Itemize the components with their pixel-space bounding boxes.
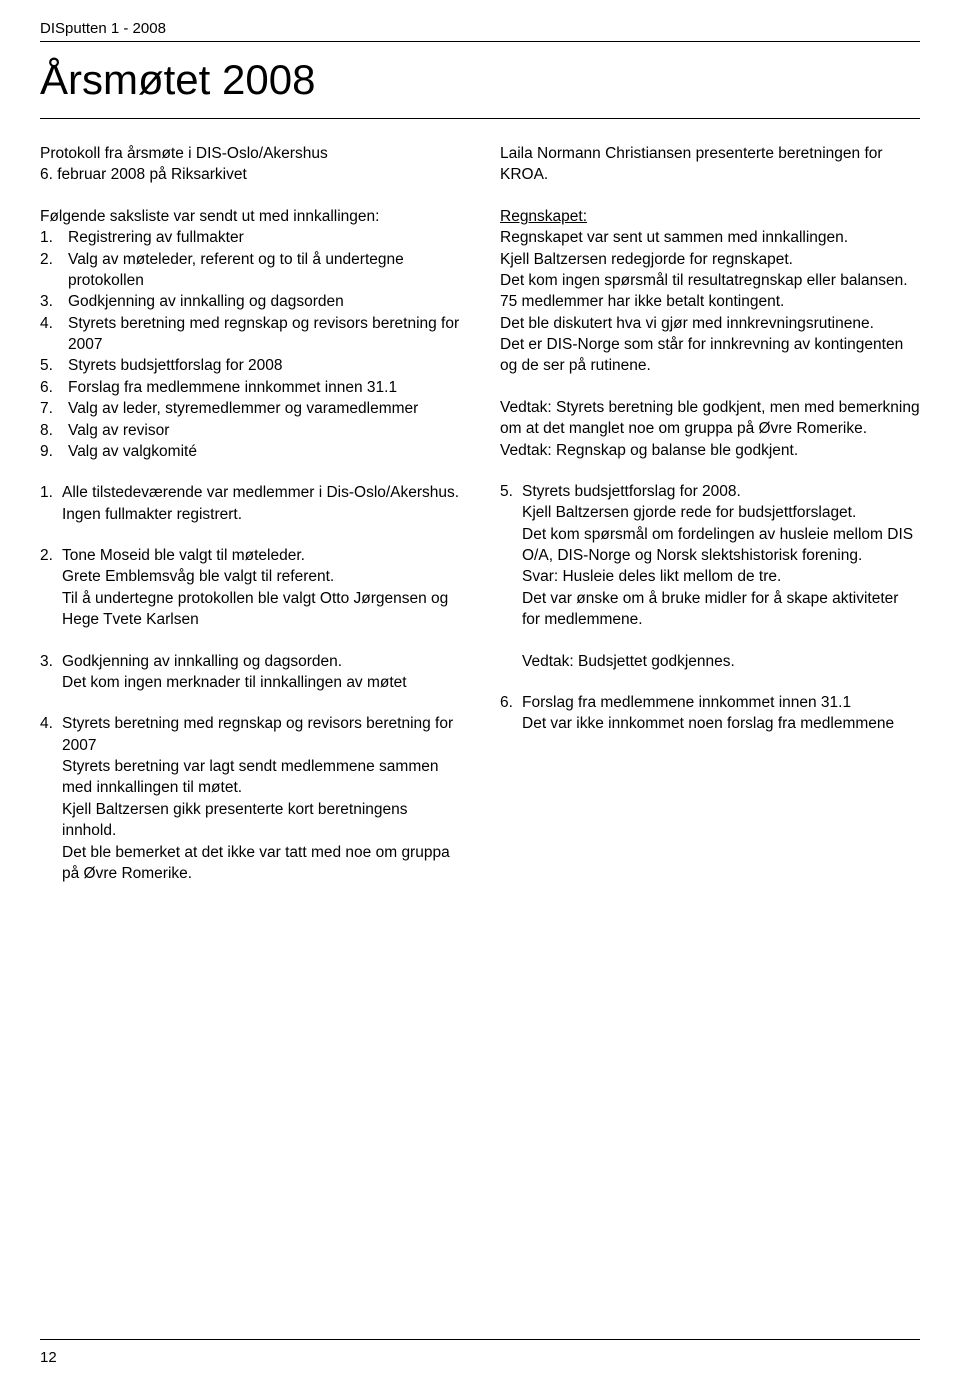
footer-rule [40, 1339, 920, 1340]
item-line: Godkjenning av innkalling og dagsorden. [62, 651, 460, 672]
item-line: Svar: Husleie deles likt mellom de tre. [522, 566, 920, 587]
list-item: 3.Godkjenning av innkalling og dagsorden [68, 291, 460, 312]
item-number: 1. [40, 482, 62, 525]
text-line: Det er DIS-Norge som står for innkrevnin… [500, 334, 920, 377]
text-line: Laila Normann Christiansen presenterte b… [500, 143, 920, 186]
list-item: 6.Forslag fra medlemmene innkommet innen… [68, 377, 460, 398]
list-text: Forslag fra medlemmene innkommet innen 3… [68, 377, 460, 398]
spacer [522, 631, 920, 651]
page-title: Årsmøtet 2008 [40, 56, 920, 104]
saksliste-list: 1.Registrering av fullmakter 2.Valg av m… [40, 227, 460, 462]
regnskapet-block: Regnskapet: Regnskapet var sent ut samme… [500, 206, 920, 377]
protocol-item-6: 6. Forslag fra medlemmene innkommet inne… [500, 692, 920, 735]
list-num: 3. [40, 291, 68, 312]
list-num: 2. [40, 249, 68, 292]
page-number: 12 [40, 1349, 57, 1366]
list-item: 2.Valg av møteleder, referent og to til … [68, 249, 460, 292]
list-item: 4.Styrets beretning med regnskap og revi… [68, 313, 460, 356]
text-line: Det ble diskutert hva vi gjør med innkre… [500, 313, 920, 334]
item-body: Forslag fra medlemmene innkommet innen 3… [522, 692, 920, 735]
list-text: Godkjenning av innkalling og dagsorden [68, 291, 460, 312]
list-text: Valg av leder, styremedlemmer og varamed… [68, 398, 460, 419]
list-num: 7. [40, 398, 68, 419]
item-line: Grete Emblemsvåg ble valgt til referent. [62, 566, 460, 587]
item-line: Forslag fra medlemmene innkommet innen 3… [522, 692, 920, 713]
list-num: 6. [40, 377, 68, 398]
item-body: Godkjenning av innkalling og dagsorden. … [62, 651, 460, 694]
item-line: Det kom ingen merknader til innkallingen… [62, 672, 460, 693]
list-text: Valg av revisor [68, 420, 460, 441]
list-num: 8. [40, 420, 68, 441]
header-issue-label: DISputten 1 - 2008 [40, 20, 920, 42]
text-line: Regnskapet var sent ut sammen med innkal… [500, 227, 920, 248]
text-line: Kjell Baltzersen redegjorde for regnskap… [500, 249, 920, 270]
text-line: Vedtak: Styrets beretning ble godkjent, … [500, 397, 920, 440]
item-line: Det var ikke innkommet noen forslag fra … [522, 713, 920, 734]
item-body: Tone Moseid ble valgt til møteleder. Gre… [62, 545, 460, 631]
list-item: 5.Styrets budsjettforslag for 2008 [68, 355, 460, 376]
list-item: 7.Valg av leder, styremedlemmer og varam… [68, 398, 460, 419]
item-number: 4. [40, 713, 62, 884]
protocol-item-1: 1. Alle tilstedeværende var medlemmer i … [40, 482, 460, 525]
item-number: 3. [40, 651, 62, 694]
text-line: Vedtak: Regnskap og balanse ble godkjent… [500, 440, 920, 461]
intro-line-2: 6. februar 2008 på Riksarkivet [40, 164, 460, 185]
list-num: 4. [40, 313, 68, 356]
text-line: Det kom ingen spørsmål til resultatregns… [500, 270, 920, 291]
item-line: Det var ønske om å bruke midler for å sk… [522, 588, 920, 631]
protocol-item-5: 5. Styrets budsjettforslag for 2008. Kje… [500, 481, 920, 672]
list-num: 1. [40, 227, 68, 248]
item-line: Styrets beretning med regnskap og reviso… [62, 713, 460, 756]
item-line: Ingen fullmakter registrert. [62, 504, 460, 525]
list-item: 8.Valg av revisor [68, 420, 460, 441]
right-column: Laila Normann Christiansen presenterte b… [500, 143, 920, 904]
content-columns: Protokoll fra årsmøte i DIS-Oslo/Akershu… [40, 143, 920, 904]
item-line: Kjell Baltzersen gikk presenterte kort b… [62, 799, 460, 842]
text-line: 75 medlemmer har ikke betalt kontingent. [500, 291, 920, 312]
item-body: Alle tilstedeværende var medlemmer i Dis… [62, 482, 460, 525]
item-number: 2. [40, 545, 62, 631]
item-line: Styrets beretning var lagt sendt medlemm… [62, 756, 460, 799]
item-line: Vedtak: Budsjettet godkjennes. [522, 651, 920, 672]
item-number: 5. [500, 481, 522, 672]
list-item: 1.Registrering av fullmakter [68, 227, 460, 248]
item-body: Styrets beretning med regnskap og reviso… [62, 713, 460, 884]
item-line: Alle tilstedeværende var medlemmer i Dis… [62, 482, 460, 503]
list-num: 5. [40, 355, 68, 376]
saksliste-intro: Følgende saksliste var sendt ut med innk… [40, 206, 460, 227]
left-column: Protokoll fra årsmøte i DIS-Oslo/Akershu… [40, 143, 460, 904]
list-text: Valg av møteleder, referent og to til å … [68, 249, 460, 292]
top-paragraph: Laila Normann Christiansen presenterte b… [500, 143, 920, 186]
item-body: Styrets budsjettforslag for 2008. Kjell … [522, 481, 920, 672]
protocol-item-4: 4. Styrets beretning med regnskap og rev… [40, 713, 460, 884]
list-text: Styrets budsjettforslag for 2008 [68, 355, 460, 376]
item-line: Til å undertegne protokollen ble valgt O… [62, 588, 460, 631]
intro-line-1: Protokoll fra årsmøte i DIS-Oslo/Akershu… [40, 143, 460, 164]
protocol-item-2: 2. Tone Moseid ble valgt til møteleder. … [40, 545, 460, 631]
item-line: Det ble bemerket at det ikke var tatt me… [62, 842, 460, 885]
item-number: 6. [500, 692, 522, 735]
regnskapet-label: Regnskapet: [500, 206, 920, 227]
item-line: Kjell Baltzersen gjorde rede for budsjet… [522, 502, 920, 523]
title-rule [40, 118, 920, 119]
item-line: Det kom spørsmål om fordelingen av husle… [522, 524, 920, 567]
list-item: 9.Valg av valgkomité [68, 441, 460, 462]
intro-block: Protokoll fra årsmøte i DIS-Oslo/Akershu… [40, 143, 460, 186]
item-line: Styrets budsjettforslag for 2008. [522, 481, 920, 502]
saksliste-block: Følgende saksliste var sendt ut med innk… [40, 206, 460, 463]
list-num: 9. [40, 441, 68, 462]
list-text: Valg av valgkomité [68, 441, 460, 462]
protocol-item-3: 3. Godkjenning av innkalling og dagsorde… [40, 651, 460, 694]
list-text: Styrets beretning med regnskap og reviso… [68, 313, 460, 356]
vedtak-block: Vedtak: Styrets beretning ble godkjent, … [500, 397, 920, 461]
list-text: Registrering av fullmakter [68, 227, 460, 248]
item-line: Tone Moseid ble valgt til møteleder. [62, 545, 460, 566]
